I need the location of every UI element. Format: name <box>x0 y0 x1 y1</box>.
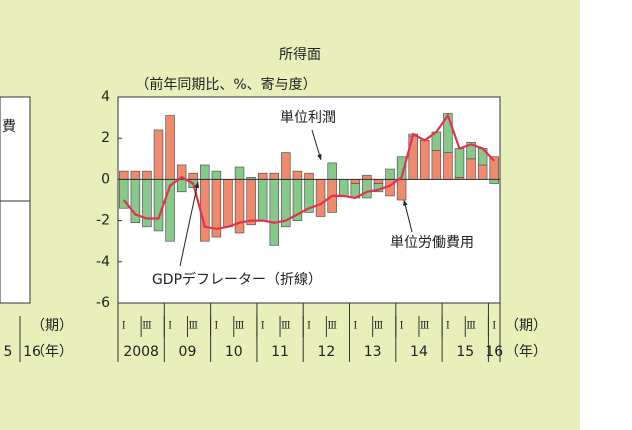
year-label: 11 <box>271 344 289 360</box>
bar-segment <box>200 164 210 180</box>
x-tick-label: Ⅲ <box>235 321 245 332</box>
bar-segment <box>466 158 476 180</box>
arrow-head <box>403 200 408 206</box>
x-tick-label: Ⅰ <box>400 321 404 332</box>
x-tick-label: Ⅰ <box>307 321 311 332</box>
bar-segment <box>443 113 453 153</box>
bar-segment <box>281 152 291 180</box>
y-tick-label: 2 <box>101 130 110 146</box>
annotation-background <box>128 269 346 291</box>
bar-segment <box>234 166 245 180</box>
bar-segment <box>176 179 187 193</box>
left-year-unit: （年） <box>31 344 73 360</box>
bar-segment <box>327 162 337 180</box>
bar-segment <box>350 179 361 184</box>
left-fragment-label: 費 <box>2 119 16 135</box>
arrow-head <box>194 182 200 188</box>
bar-segment <box>431 150 442 180</box>
bar-segment <box>304 172 314 180</box>
bar-segment <box>362 179 372 199</box>
line-series <box>122 113 496 230</box>
x-tick-label: Ⅰ <box>168 321 172 332</box>
bar-segment <box>211 170 222 180</box>
bar-segment <box>130 170 141 180</box>
y-tick-label: -6 <box>96 295 110 311</box>
x-tick-label: Ⅲ <box>281 321 291 332</box>
annotation-arrow <box>179 181 199 267</box>
y-tick-label: 0 <box>101 171 110 187</box>
bar-segment <box>223 179 233 228</box>
bar-segment <box>454 148 465 178</box>
year-label: 10 <box>225 344 243 360</box>
y-tick-label: -2 <box>96 213 110 229</box>
bar-segment <box>269 172 280 180</box>
left-period-unit: （期） <box>31 318 73 334</box>
annotation: 単位労働費用 <box>390 235 474 251</box>
x-tick-label: Ⅰ <box>446 321 450 332</box>
bar-segment <box>257 179 268 221</box>
bar-segment <box>165 115 175 180</box>
left-plot-fragment <box>0 96 31 304</box>
x-tick-label: Ⅲ <box>188 321 198 332</box>
bar-segment <box>373 179 384 184</box>
x-tick-label: Ⅰ <box>353 321 357 332</box>
bar-segment <box>338 179 349 197</box>
bar-segment <box>362 174 372 180</box>
chart-title: 所得面 <box>279 46 321 63</box>
arrow-head <box>317 154 322 160</box>
x-tick-label: Ⅲ <box>142 321 152 332</box>
bar-segment <box>142 179 152 228</box>
bar-segment <box>269 179 280 246</box>
x-tick-label: Ⅲ <box>374 321 384 332</box>
year-label: 15 <box>456 344 474 360</box>
bar-segment <box>477 164 488 180</box>
x-tick-label: Ⅰ <box>261 321 265 332</box>
x-tick-label: Ⅰ <box>214 321 218 332</box>
bar-segment <box>315 179 326 217</box>
chart-subtitle: （前年同期比、%、寄与度） <box>135 76 316 93</box>
year-label: 13 <box>364 344 382 360</box>
bar-segment <box>200 179 210 242</box>
bar-segment <box>396 179 407 201</box>
year-label: 14 <box>410 344 428 360</box>
year-label: 2008 <box>123 344 159 360</box>
bar-segment <box>119 170 129 180</box>
year-unit: （年） <box>505 344 547 360</box>
y-tick-label: -4 <box>96 254 110 270</box>
year-label: 16 <box>485 344 503 360</box>
annotation: GDPデフレーター（折線） <box>152 271 322 288</box>
bar-segment <box>443 152 453 180</box>
plot-frame <box>117 96 501 304</box>
bar-segment <box>292 170 303 180</box>
left-year-label: 16 <box>23 344 41 360</box>
annotation: 単位利潤 <box>280 110 336 126</box>
bar-segment <box>153 129 164 180</box>
bar-segment <box>420 139 430 180</box>
x-tick-label: Ⅰ <box>492 321 496 332</box>
period-unit: （期） <box>505 318 547 334</box>
bar-segment <box>153 179 164 232</box>
bar-segment <box>246 179 256 226</box>
year-label: 12 <box>317 344 335 360</box>
bar-segment <box>489 179 499 184</box>
bar-segment <box>257 172 268 180</box>
x-tick-label: Ⅲ <box>327 321 337 332</box>
bar-segment <box>385 168 395 180</box>
bar-segment <box>188 172 198 180</box>
y-tick-label: 4 <box>101 89 110 105</box>
bar-segment <box>466 141 476 160</box>
year-label: 09 <box>179 344 197 360</box>
bar-segment <box>142 170 152 180</box>
x-tick-label: Ⅲ <box>466 321 476 332</box>
x-tick-label: Ⅰ <box>122 321 126 332</box>
x-tick-label: Ⅲ <box>420 321 430 332</box>
left-year-label: 5 <box>4 344 13 360</box>
